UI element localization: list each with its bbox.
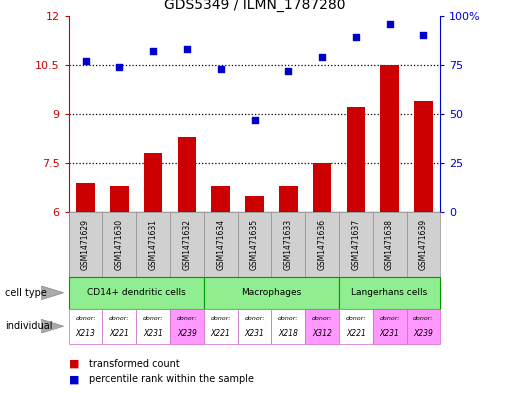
- Point: [217, 66, 225, 72]
- Bar: [204, 309, 238, 344]
- Text: donor:: donor:: [312, 316, 332, 321]
- Bar: [339, 277, 440, 309]
- Text: X312: X312: [312, 329, 332, 338]
- Bar: [271, 309, 305, 344]
- Polygon shape: [41, 286, 64, 300]
- Point: [250, 117, 259, 123]
- Point: [352, 34, 360, 40]
- Text: X231: X231: [244, 329, 265, 338]
- Text: donor:: donor:: [278, 316, 299, 321]
- Point: [183, 46, 191, 52]
- Point: [149, 48, 157, 54]
- Bar: [204, 277, 339, 309]
- Text: GSM1471632: GSM1471632: [182, 219, 191, 270]
- Text: GSM1471635: GSM1471635: [250, 219, 259, 270]
- Text: X221: X221: [211, 329, 231, 338]
- Point: [81, 58, 90, 64]
- Bar: [69, 309, 102, 344]
- Text: GSM1471629: GSM1471629: [81, 219, 90, 270]
- Text: donor:: donor:: [413, 316, 434, 321]
- Bar: [347, 107, 365, 212]
- Title: GDS5349 / ILMN_1787280: GDS5349 / ILMN_1787280: [164, 0, 345, 12]
- Text: X239: X239: [177, 329, 197, 338]
- Text: cell type: cell type: [5, 288, 47, 298]
- Text: GSM1471636: GSM1471636: [318, 219, 327, 270]
- Text: X239: X239: [413, 329, 433, 338]
- Point: [116, 64, 124, 70]
- Text: donor:: donor:: [75, 316, 96, 321]
- Text: percentile rank within the sample: percentile rank within the sample: [89, 374, 254, 384]
- Bar: [102, 309, 136, 344]
- Bar: [373, 309, 407, 344]
- Text: GSM1471638: GSM1471638: [385, 219, 394, 270]
- Point: [419, 32, 428, 39]
- Bar: [211, 186, 230, 212]
- Bar: [76, 183, 95, 212]
- Point: [318, 54, 326, 60]
- Text: GSM1471633: GSM1471633: [284, 219, 293, 270]
- Bar: [69, 277, 204, 309]
- Text: donor:: donor:: [177, 316, 197, 321]
- Text: ■: ■: [69, 358, 79, 369]
- Text: GSM1471639: GSM1471639: [419, 219, 428, 270]
- Point: [284, 68, 292, 74]
- Bar: [136, 309, 170, 344]
- Text: donor:: donor:: [346, 316, 366, 321]
- Text: X221: X221: [346, 329, 366, 338]
- Text: individual: individual: [5, 321, 52, 331]
- Bar: [305, 309, 339, 344]
- Text: GSM1471630: GSM1471630: [115, 219, 124, 270]
- Bar: [279, 186, 298, 212]
- Text: X218: X218: [278, 329, 298, 338]
- Text: GSM1471631: GSM1471631: [149, 219, 158, 270]
- Text: Langerhans cells: Langerhans cells: [352, 288, 428, 297]
- Bar: [380, 65, 399, 212]
- Text: CD14+ dendritic cells: CD14+ dendritic cells: [87, 288, 186, 297]
- Bar: [238, 309, 271, 344]
- Text: GSM1471634: GSM1471634: [216, 219, 225, 270]
- Text: X213: X213: [76, 329, 96, 338]
- Bar: [144, 153, 162, 212]
- Polygon shape: [41, 319, 64, 333]
- Text: donor:: donor:: [143, 316, 163, 321]
- Text: GSM1471637: GSM1471637: [351, 219, 360, 270]
- Bar: [110, 186, 129, 212]
- Bar: [407, 309, 440, 344]
- Text: X221: X221: [109, 329, 129, 338]
- Bar: [313, 163, 331, 212]
- Bar: [339, 309, 373, 344]
- Point: [385, 20, 393, 27]
- Text: donor:: donor:: [109, 316, 130, 321]
- Text: Macrophages: Macrophages: [241, 288, 301, 297]
- Text: transformed count: transformed count: [89, 358, 180, 369]
- Bar: [414, 101, 433, 212]
- Bar: [245, 196, 264, 212]
- Text: X231: X231: [143, 329, 163, 338]
- Bar: [170, 309, 204, 344]
- Text: donor:: donor:: [244, 316, 265, 321]
- Text: ■: ■: [69, 374, 79, 384]
- Text: donor:: donor:: [210, 316, 231, 321]
- Text: donor:: donor:: [379, 316, 400, 321]
- Bar: [178, 137, 196, 212]
- Text: X231: X231: [380, 329, 400, 338]
